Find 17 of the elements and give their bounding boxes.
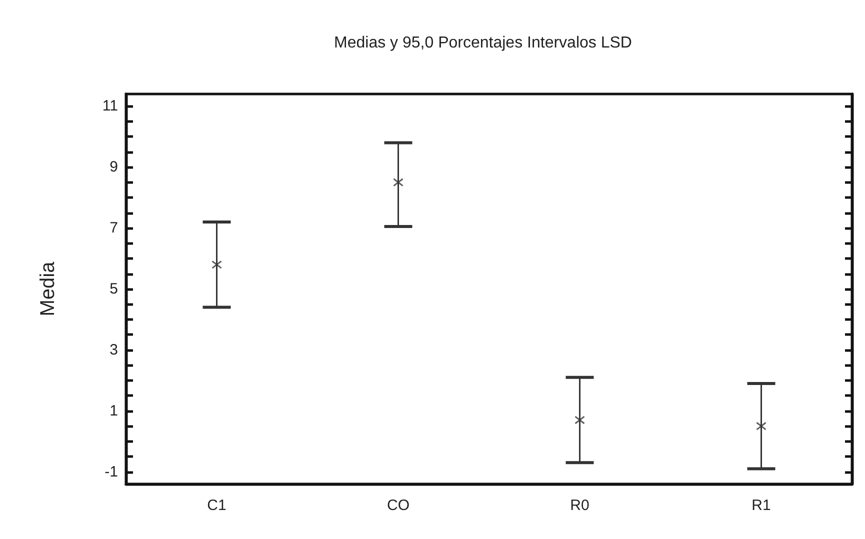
- y-tick-label: 11: [102, 98, 118, 115]
- x-tick-label: R1: [752, 497, 771, 514]
- x-tick-label: CO: [387, 497, 410, 514]
- x-tick-label: C1: [207, 497, 226, 514]
- x-tick-label: R0: [570, 497, 590, 514]
- y-tick-label: 5: [110, 280, 118, 298]
- chart-title: Medias y 95,0 Porcentajes Intervalos LSD: [334, 34, 632, 52]
- y-tick-label: -1: [104, 463, 118, 480]
- y-axis-title: Media: [37, 260, 59, 316]
- point: [756, 420, 766, 432]
- point: [574, 414, 585, 426]
- y-tick-label: 1: [110, 402, 118, 420]
- y-tick-label: 3: [110, 341, 118, 358]
- y-tick-label: 7: [110, 220, 118, 237]
- point: [393, 177, 404, 188]
- point: [212, 259, 222, 270]
- y-tick-label: 9: [110, 158, 118, 176]
